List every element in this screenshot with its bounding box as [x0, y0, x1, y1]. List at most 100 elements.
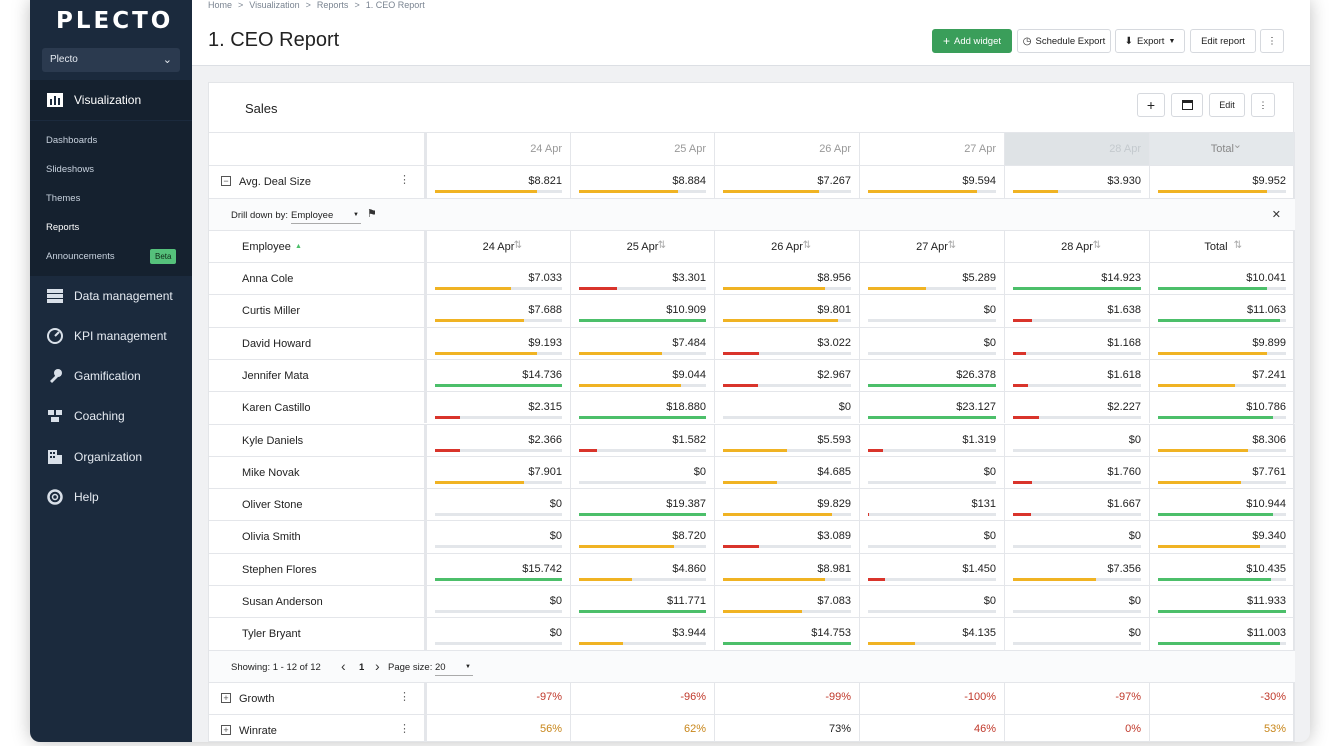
value-cell: $2.967 [715, 359, 860, 392]
progress-bar [723, 480, 851, 484]
table-row: Kyle Daniels $2.366 $1.582 $5.593 $1.319 $0 $8… [209, 423, 1295, 456]
progress-bar [1158, 545, 1286, 549]
date-label[interactable]: 27 Apr [964, 143, 996, 155]
progress-bar-fill [1013, 383, 1029, 387]
kebab-icon[interactable]: ⋮ [399, 174, 410, 186]
kebab-icon[interactable]: ⋮ [399, 722, 410, 735]
employee-column-header[interactable]: Employee [242, 241, 291, 253]
expand-icon[interactable]: + [221, 724, 231, 735]
date-label[interactable]: 24 Apr [530, 143, 562, 155]
calendar-button[interactable] [1171, 93, 1203, 117]
chevron-right-icon[interactable]: › [375, 657, 380, 674]
sort-icon[interactable]: ⇅ [947, 240, 956, 251]
sidebar-item-visualization[interactable]: Visualization [30, 80, 192, 120]
breadcrumb-reports[interactable]: Reports [316, 0, 349, 10]
widget-more-button[interactable]: ⋮ [1251, 93, 1275, 117]
sidebar-sub-reports[interactable]: Reports [46, 222, 80, 233]
sort-icon[interactable]: ⇅ [1233, 240, 1242, 251]
schedule-export-button[interactable]: ◷ Schedule Export [1017, 29, 1111, 53]
drill-down-select[interactable]: Employee ▼ [291, 208, 361, 224]
cell-value: $7.083 [817, 595, 851, 607]
sidebar-item-gamification[interactable]: Gamification [30, 356, 192, 396]
add-widget-button[interactable]: + Add widget [932, 29, 1012, 53]
cell-value: $9.952 [1252, 175, 1286, 187]
sort-icon[interactable]: ⇅ [657, 240, 666, 251]
sort-icon[interactable]: ⇅ [802, 240, 811, 251]
row-header-cell: + Winrate ⋮ [209, 714, 427, 742]
chevron-left-icon[interactable]: ‹ [341, 657, 346, 674]
value-cell: $8.821 [427, 166, 571, 198]
sidebar-item-kpi-management[interactable]: KPI management [30, 316, 192, 356]
total-column-label[interactable]: Total [1204, 241, 1228, 253]
sort-asc-icon[interactable]: ▲ [295, 243, 302, 250]
value-cell: $0 [1005, 424, 1150, 456]
value-cell: $18.880 [571, 392, 715, 424]
value-cell: $3.022 [715, 327, 860, 359]
database-icon [46, 288, 64, 304]
date-label[interactable]: 26 Apr [819, 143, 851, 155]
cell-value: $11.933 [1247, 595, 1286, 607]
value-cell: $7.083 [715, 586, 860, 618]
date-column-label[interactable]: 28 Apr [1061, 241, 1093, 253]
expand-icon[interactable]: + [221, 692, 231, 703]
date-column-label[interactable]: 25 Apr [626, 241, 659, 253]
cell-value: $10.786 [1246, 401, 1286, 414]
table-row: Olivia Smith $0 $8.720 $3.089 $0 $0 $9.340 [209, 520, 1295, 553]
cell-value: 56% [539, 722, 562, 735]
add-button[interactable]: + [1137, 93, 1165, 117]
sidebar-sub-slideshows[interactable]: Slideshows [46, 164, 95, 175]
kebab-icon[interactable]: ⋮ [399, 690, 410, 703]
sidebar-item-help[interactable]: Help [30, 477, 192, 517]
progress-bar [579, 642, 706, 646]
edit-widget-button[interactable]: Edit [1209, 93, 1245, 117]
value-cell: 62% [571, 714, 715, 742]
more-options-button[interactable]: ⋮ [1260, 29, 1284, 53]
value-cell: $0 [860, 521, 1005, 553]
progress-bar [723, 287, 851, 290]
sidebar-sub-announcements[interactable]: Announcements [46, 251, 115, 262]
sidebar-sub-dashboards[interactable]: Dashboards [46, 135, 98, 146]
edit-report-button[interactable]: Edit report [1190, 29, 1256, 53]
progress-bar [1013, 577, 1141, 581]
plecto-logo[interactable]: PLECTO [56, 8, 174, 34]
sidebar-item-organization[interactable]: Organization [30, 437, 192, 477]
cell-value: $7.761 [1252, 465, 1286, 478]
cell-value: -97% [1115, 690, 1141, 703]
collapse-icon[interactable]: − [221, 176, 231, 186]
value-cell: $0 [1005, 586, 1150, 618]
progress-bar [723, 642, 851, 646]
sidebar-item-coaching[interactable]: Coaching [30, 396, 192, 436]
date-column-label[interactable]: 26 Apr [771, 241, 803, 253]
close-icon[interactable]: ✕ [1271, 209, 1281, 221]
cell-value: $3.301 [672, 272, 706, 284]
sort-icon[interactable]: ⇅ [1092, 240, 1101, 251]
export-button[interactable]: ⬇ Export ▼ [1115, 29, 1185, 53]
sidebar-item-data-management[interactable]: Data management [30, 276, 192, 316]
plus-icon: + [942, 34, 950, 48]
progress-bar-fill [1158, 480, 1242, 484]
sidebar-sub-themes[interactable]: Themes [46, 193, 81, 204]
pagination-showing: Showing: 1 - 12 of 12 [231, 661, 321, 673]
chevron-down-icon[interactable]: ⌄ [1232, 139, 1242, 151]
page-number[interactable]: 1 [359, 661, 365, 673]
organization-select[interactable]: Plecto ⌄ [42, 48, 180, 72]
progress-bar-fill [1013, 513, 1031, 517]
cell-value: $0 [1128, 530, 1141, 543]
cell-value: $4.685 [817, 465, 851, 478]
date-label[interactable]: 28 Apr [1109, 143, 1141, 155]
value-cell: -99% [715, 682, 860, 714]
date-label[interactable]: 25 Apr [674, 143, 706, 155]
progress-bar [435, 319, 562, 323]
cell-value: $3.089 [817, 530, 851, 543]
cell-value: $18.880 [666, 401, 706, 414]
total-label[interactable]: Total [1210, 143, 1234, 155]
date-column-label[interactable]: 27 Apr [916, 241, 948, 253]
schedule-export-label: Schedule Export [1035, 35, 1106, 47]
breadcrumb-home[interactable]: Home [208, 0, 233, 10]
date-column-label[interactable]: 24 Apr [482, 241, 515, 253]
cell-value: $7.356 [1107, 562, 1141, 575]
breadcrumb-visualization[interactable]: Visualization [249, 0, 300, 10]
pin-icon[interactable]: ⚑ [367, 208, 377, 220]
page-size-select[interactable]: 20 ▼ [435, 660, 473, 676]
sort-icon[interactable]: ⇅ [513, 240, 522, 251]
